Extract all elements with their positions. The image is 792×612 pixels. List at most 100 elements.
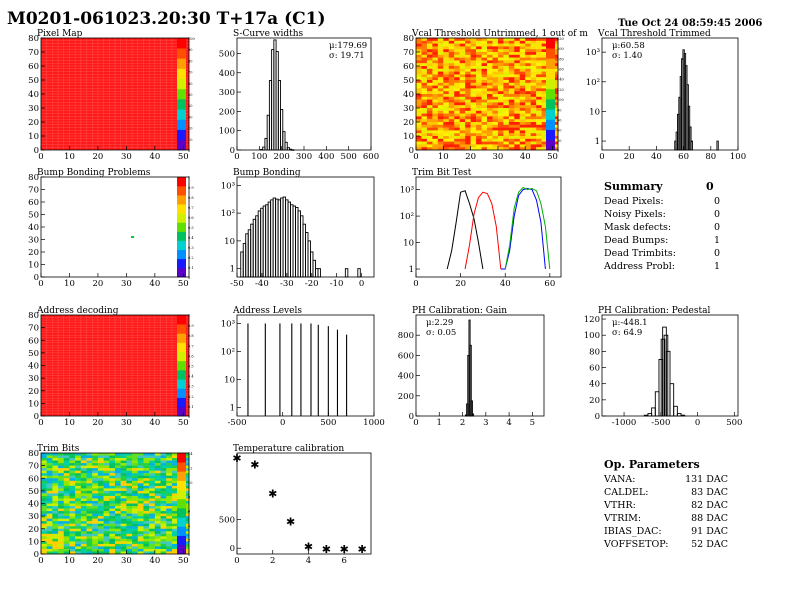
heatmap-cell — [109, 473, 116, 476]
x-tick-label: 50 — [178, 152, 189, 162]
heatmap-cell — [519, 110, 526, 114]
heatmap-cell — [487, 91, 493, 95]
heatmap-cell — [97, 463, 104, 466]
heatmap-cell — [154, 453, 161, 456]
heatmap-cell — [160, 508, 167, 512]
heatmap-cell — [160, 551, 167, 555]
heatmap-cell — [92, 470, 99, 474]
heatmap-cell — [103, 458, 110, 461]
heatmap-cell — [115, 455, 121, 459]
palette-swatch — [177, 453, 186, 463]
heatmap-cell — [514, 108, 520, 111]
heatmap-cell — [514, 133, 520, 137]
heatmap-cell — [97, 453, 104, 456]
y-tick-label: 0 — [34, 146, 39, 156]
heatmap-cell — [109, 503, 116, 507]
heatmap-cell — [530, 113, 537, 117]
heatmap-cell — [481, 66, 488, 69]
scatter-point: ✱ — [286, 516, 295, 529]
heatmap-cell — [132, 533, 138, 537]
heatmap-cell — [426, 80, 433, 83]
heatmap-cell — [525, 119, 531, 123]
heatmap-cell — [481, 68, 488, 72]
heatmap-cell — [448, 96, 455, 100]
heatmap-cell — [481, 80, 488, 83]
y-tick-label: 400 — [219, 69, 235, 79]
palette-swatch — [177, 177, 186, 187]
heatmap-cell — [154, 518, 161, 522]
heatmap-cell — [75, 551, 82, 555]
heatmap-cell — [183, 478, 190, 481]
heatmap-cell — [448, 102, 455, 106]
heatmap-cell — [63, 546, 70, 550]
heatmap-cell — [149, 498, 156, 502]
heatmap-cell — [69, 485, 76, 489]
heatmap-cell — [92, 503, 99, 507]
heatmap-cell — [154, 458, 161, 461]
heatmap-cell — [530, 38, 537, 41]
palette-tick-label: 60 — [188, 82, 192, 86]
heatmap-cell — [470, 102, 477, 106]
y-tick-label: 40 — [403, 90, 414, 100]
heatmap-cell — [416, 130, 422, 134]
heatmap-cell — [432, 105, 439, 109]
heatmap-cell — [459, 141, 466, 145]
heatmap-cell — [437, 46, 444, 50]
heatmap-cell — [519, 52, 526, 55]
heatmap-cell — [154, 488, 161, 492]
heatmap-cell — [52, 533, 59, 537]
y-tick-label: 70 — [28, 462, 39, 472]
heatmap-cell — [443, 94, 449, 97]
heatmap-cell — [126, 493, 133, 497]
heatmap-cell — [132, 538, 138, 542]
heatmap-cell — [160, 468, 167, 471]
heatmap-cell — [525, 141, 531, 145]
heatmap-cell — [519, 38, 526, 41]
heatmap-cell — [536, 105, 542, 109]
heatmap-cell — [171, 551, 178, 555]
heatmap-cell — [63, 488, 70, 492]
heatmap-cell — [503, 133, 510, 137]
heatmap-cell — [86, 551, 93, 555]
heatmap-cell — [487, 138, 493, 142]
heatmap-cell — [530, 74, 537, 78]
heatmap-cell — [171, 548, 178, 552]
heatmap-cell — [183, 470, 190, 474]
heatmap-cell — [508, 122, 515, 125]
heatmap-cell — [166, 495, 173, 499]
heatmap-cell — [160, 460, 167, 464]
heatmap-cell — [459, 71, 466, 75]
heatmap-cell — [421, 113, 428, 117]
heatmap-cell — [41, 521, 47, 524]
heatmap-cell — [459, 43, 466, 47]
heatmap-cell — [508, 108, 515, 111]
heatmap-cell — [46, 490, 53, 494]
heatmap-cell — [536, 49, 542, 53]
heatmap-cell — [421, 71, 428, 75]
heatmap-cell — [41, 548, 47, 552]
x-tick-label: -1000 — [612, 418, 637, 428]
heatmap-cell — [109, 546, 116, 550]
heatmap-cell — [109, 543, 116, 547]
heatmap-cell — [481, 94, 488, 97]
heatmap-cell — [476, 110, 482, 114]
heatmap-cell — [120, 465, 127, 469]
heatmap-cell — [443, 88, 449, 92]
heatmap-cell — [63, 493, 70, 497]
heatmap-cell — [454, 82, 460, 86]
heatmap-cell — [416, 110, 422, 114]
heatmap-cell — [476, 49, 482, 53]
heatmap-cell — [92, 523, 99, 527]
heatmap-cell — [183, 531, 190, 534]
x-tick-label: 1 — [437, 418, 442, 428]
heatmap-cell — [63, 548, 70, 552]
heatmap-cell — [448, 82, 455, 86]
heatmap-cell — [80, 526, 87, 529]
heatmap-cell — [421, 46, 428, 50]
palette-tick-label: 20 — [188, 127, 192, 131]
heatmap-cell — [448, 122, 455, 125]
heatmap-cell — [120, 508, 127, 512]
heatmap-cell — [519, 71, 526, 75]
heatmap-cell — [69, 506, 76, 509]
